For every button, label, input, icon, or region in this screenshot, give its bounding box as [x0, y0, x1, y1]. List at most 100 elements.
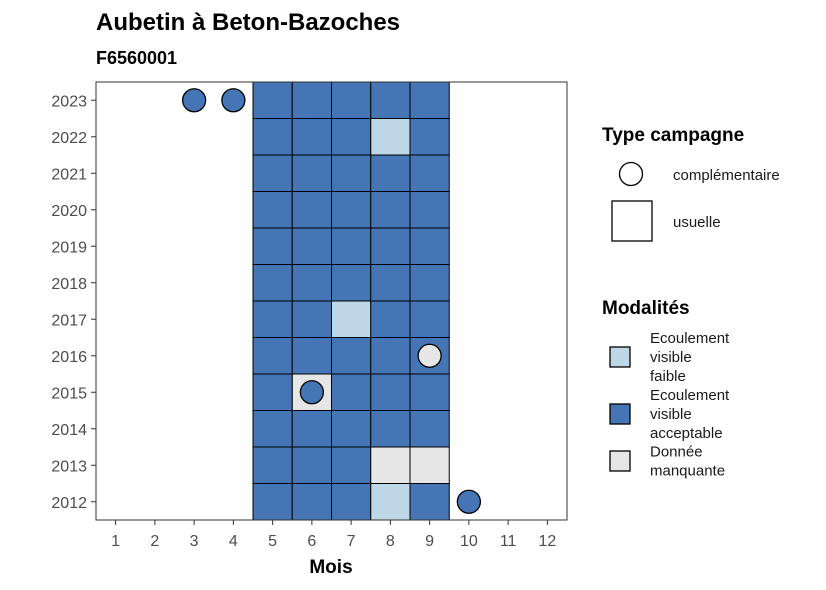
x-tick-label: 9: [425, 533, 434, 550]
cell-2014-8: [370, 410, 411, 448]
cell-2018-6: [291, 264, 332, 302]
legend-complementaire-symbol: [618, 161, 644, 187]
point-2023-3: [181, 88, 207, 113]
cell-2012-6: [291, 483, 332, 521]
cell-2021-8: [370, 154, 411, 192]
cell-2014-7: [331, 410, 372, 448]
cell-2018-9: [409, 264, 450, 302]
cell-2023-7: [331, 81, 372, 119]
legend-usuelle-label: usuelle: [673, 214, 721, 231]
cell-2019-9: [409, 227, 450, 265]
cell-2012-8: [370, 483, 411, 521]
y-tick-label: 2018: [51, 276, 87, 293]
cell-2018-5: [252, 264, 293, 302]
cell-2020-9: [409, 191, 450, 229]
y-tick-label: 2022: [51, 130, 87, 147]
cell-2017-9: [409, 300, 450, 338]
cell-2015-7: [331, 373, 372, 411]
point-2023-4: [221, 88, 246, 113]
cell-2016-8: [370, 337, 411, 375]
plot-panel-border: [95, 81, 568, 521]
chart-title: Aubetin à Beton-Bazoches: [96, 9, 400, 36]
cell-2022-7: [331, 118, 372, 156]
y-tick-label: 2023: [51, 93, 87, 110]
cell-2016-7: [331, 337, 372, 375]
x-axis-title: Mois: [309, 557, 352, 578]
cell-2012-7: [331, 483, 372, 521]
cell-2019-5: [252, 227, 293, 265]
y-tick-label: 2013: [51, 458, 87, 475]
cell-2020-7: [331, 191, 372, 229]
cell-2021-5: [252, 154, 293, 192]
y-tick-label: 2020: [51, 203, 87, 220]
cell-2020-5: [252, 191, 293, 229]
cell-2015-8: [370, 373, 411, 411]
cell-2020-8: [370, 191, 411, 229]
cell-2021-9: [409, 154, 450, 192]
legend-faible-key: [609, 346, 631, 368]
points-layer: [181, 88, 482, 514]
cell-2021-6: [291, 154, 332, 192]
cell-2015-9: [409, 373, 450, 411]
cell-2019-8: [370, 227, 411, 265]
y-tick-label: 2021: [51, 166, 87, 183]
cells-layer: [252, 81, 450, 521]
cell-2019-6: [291, 227, 332, 265]
x-tick-label: 4: [229, 533, 238, 550]
y-tick-label: 2019: [51, 239, 87, 256]
legend-type-title: Type campagne: [602, 125, 744, 146]
cell-2022-9: [409, 118, 450, 156]
point-2016-9: [417, 343, 442, 368]
cell-2019-7: [331, 227, 372, 265]
cell-2013-8: [370, 446, 411, 484]
cell-2014-5: [252, 410, 293, 448]
cell-2016-6: [291, 337, 332, 375]
cell-2022-8: [370, 118, 411, 156]
cell-2013-7: [331, 446, 372, 484]
cell-2022-6: [291, 118, 332, 156]
cell-2013-9: [409, 446, 450, 484]
x-tick-label: 2: [150, 533, 159, 550]
x-tick-label: 3: [190, 533, 199, 550]
cell-2023-6: [291, 81, 332, 119]
cell-2022-5: [252, 118, 293, 156]
cell-2013-5: [252, 446, 293, 484]
legend-complementaire-label: complémentaire: [673, 167, 780, 184]
legend-manquante-label: Donnée manquante: [650, 444, 725, 480]
cell-2023-8: [370, 81, 411, 119]
cell-2023-5: [252, 81, 293, 119]
cell-2015-5: [252, 373, 293, 411]
x-axis: 1 2 3 4 5 6 7 8 9 10 11 12: [111, 520, 556, 550]
y-tick-label: 2012: [51, 495, 87, 512]
legend-acceptable-label: Ecoulement visible acceptable: [650, 387, 730, 442]
cell-2014-9: [409, 410, 450, 448]
y-axis: 2012 2013 2014 2015 2016 2017 2018 2019 2020 2021…: [51, 93, 96, 512]
x-tick-label: 10: [460, 533, 478, 550]
legend-manquante-key: [609, 450, 631, 472]
x-tick-label: 1: [111, 533, 120, 550]
point-2012-10: [456, 489, 482, 514]
cell-2017-8: [370, 300, 411, 338]
cell-2018-7: [331, 264, 372, 302]
cell-2017-7: [331, 300, 372, 338]
x-tick-label: 12: [538, 533, 556, 550]
cell-2014-6: [291, 410, 332, 448]
legend-usuelle-symbol: [611, 200, 653, 242]
y-tick-label: 2015: [51, 385, 87, 402]
cell-2012-5: [252, 483, 293, 521]
cell-2017-6: [291, 300, 332, 338]
cell-2013-6: [291, 446, 332, 484]
cell-2017-5: [252, 300, 293, 338]
y-tick-label: 2017: [51, 312, 87, 329]
legend-faible-label: Ecoulement visible faible: [650, 330, 730, 385]
legend-modalites: Modalités Ecoulement visible faibleEcoulem…: [602, 298, 730, 480]
legend-modalites-title: Modalités: [602, 298, 690, 319]
x-tick-label: 5: [268, 533, 277, 550]
cell-2016-5: [252, 337, 293, 375]
cell-2021-7: [331, 154, 372, 192]
cell-2020-6: [291, 191, 332, 229]
legend-acceptable-key: [609, 403, 631, 425]
point-2015-6: [299, 380, 325, 405]
x-tick-label: 6: [307, 533, 316, 550]
